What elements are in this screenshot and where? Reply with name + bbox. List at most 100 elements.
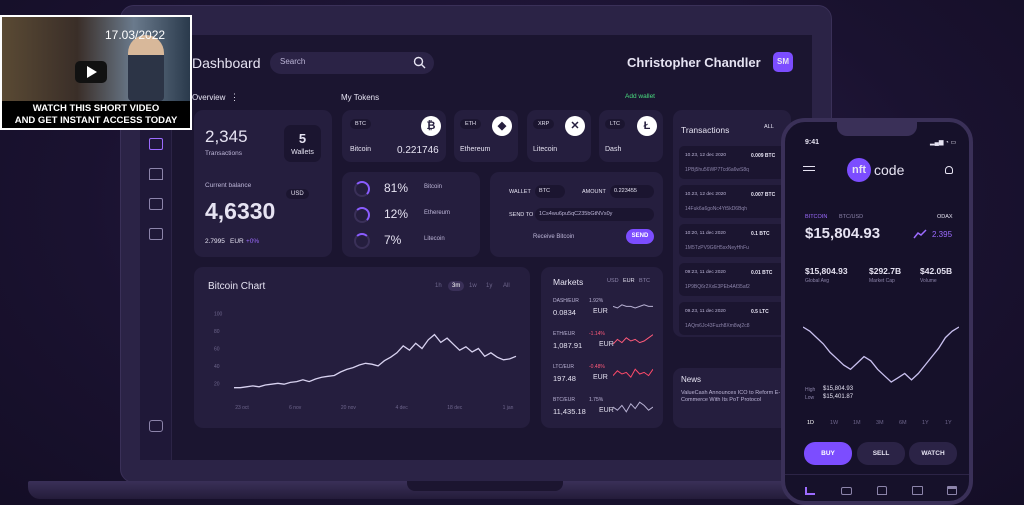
token-card-xrp[interactable]: XRP ✕ Litecoin	[527, 110, 591, 162]
transaction-amount: 0.009 BTC	[751, 153, 776, 159]
status-icons: ▂▄▆ ◔ ▭	[930, 140, 957, 146]
market-pair: LTC/EUR	[553, 364, 575, 370]
token-card-eth[interactable]: ETH ◆ Ethereum	[454, 110, 518, 162]
transaction-hash: 1M5TzPV9G6H5sxNeyHhFu	[685, 245, 749, 251]
high-value: $15,804.93	[823, 386, 854, 392]
card-tab-icon[interactable]	[912, 486, 923, 495]
wallet-tab-icon[interactable]	[841, 487, 852, 495]
market-value: 1,087.91	[553, 341, 583, 350]
transaction-row[interactable]: 10.23, 12 dec 2020 0.007 BTC 14Fuk6a6goNc4…	[679, 185, 785, 218]
market-sparkline-line	[613, 401, 653, 413]
chat-icon[interactable]	[149, 420, 163, 432]
calendar-tab-icon[interactable]	[947, 486, 957, 495]
wallet-select[interactable]: BTC	[535, 185, 565, 198]
news-text[interactable]: ValueCash Announces ICO to Reform E-Comm…	[681, 390, 781, 403]
transaction-hash: 1PBj5hu56WP7Tcd6a6wS8q	[685, 167, 749, 173]
high-label: High	[805, 387, 816, 393]
user-name: Christopher Chandler	[627, 55, 761, 70]
wallet-value: BTC	[539, 188, 550, 194]
phone-range-tab[interactable]: 1M	[853, 420, 861, 426]
chart-tab-icon[interactable]	[805, 487, 815, 495]
send-button[interactable]: SEND	[626, 229, 654, 244]
phone-range-tab[interactable]: 3M	[876, 420, 884, 426]
phone-range-tab[interactable]: 1Y	[945, 420, 952, 426]
markets-tab-btc[interactable]: BTC	[639, 278, 650, 284]
market-change: -0.48%	[589, 364, 605, 370]
dashboard-screen: Dashboard Search Christopher Chandler SM…	[140, 35, 812, 460]
menu-icon[interactable]	[803, 166, 815, 171]
overview-menu-icon[interactable]: ⋮	[230, 92, 239, 102]
token-code: BTC	[350, 119, 371, 129]
token-card-ltc[interactable]: LTC Ł Dash	[599, 110, 663, 162]
wallets-count: 5	[298, 131, 307, 146]
phone-range-tab[interactable]: 1W	[830, 420, 839, 426]
sendto-input[interactable]: 1Cs4wu6pu5qC235bGtNVs0y	[535, 208, 654, 221]
x-tick-label: 18 dec	[447, 405, 463, 411]
buy-button[interactable]: BUY	[804, 442, 852, 465]
home-tab-icon[interactable]	[877, 486, 887, 495]
phone-pair: BITCOIN	[805, 214, 828, 220]
transaction-row[interactable]: 10.23, 12 dec 2020 0.009 BTC 1PBj5hu56WP7T…	[679, 146, 785, 179]
transaction-row[interactable]: 10:20, 11 dec 2020 0.1 BTC 1M5TzPV9G6H5sxN…	[679, 224, 785, 257]
chart-range-tab[interactable]: 1y	[486, 283, 493, 289]
tokens-label: My Tokens	[341, 93, 380, 102]
x-tick-label: 20 nov	[341, 405, 357, 411]
card-icon[interactable]	[149, 198, 163, 210]
sub-change: +0%	[246, 238, 260, 245]
video-caption-line1: WATCH THIS SHORT VIDEO	[32, 103, 160, 114]
market-currency: EUR	[593, 308, 608, 315]
currency-badge[interactable]: USD	[286, 189, 309, 199]
chart-range-tab[interactable]: All	[503, 283, 510, 289]
stat-value: $15,804.93	[805, 266, 848, 276]
phone-mockup: 9:41 ▂▄▆ ◔ ▭ nft code BITCOIN BTC/USD OD…	[781, 118, 973, 505]
watch-button[interactable]: WATCH	[909, 442, 957, 465]
transaction-row[interactable]: 09.23, 11 dec 2020 0.5 LTC 1AQm6Jc43Fuzh8X…	[679, 302, 785, 335]
sell-button[interactable]: SELL	[857, 442, 905, 465]
video-thumbnail[interactable]: 17.03/2022 WATCH THIS SHORT VIDEO AND GE…	[0, 15, 192, 130]
transactions-all-link[interactable]: ALL	[764, 124, 774, 130]
transaction-hash: 1AQm6Jc43Fuzh8Xm8wj2c8	[685, 323, 750, 329]
ethereum-icon: ◆	[492, 116, 512, 136]
page-title: Dashboard	[192, 55, 261, 71]
chart-range-tab[interactable]: 1w	[469, 283, 477, 289]
token-code: ETH	[460, 119, 481, 129]
play-icon[interactable]	[75, 61, 107, 83]
transactions-count: 2,345	[205, 127, 248, 146]
search-icon[interactable]	[413, 56, 426, 69]
receive-link[interactable]: Receive Bitcoin	[533, 234, 575, 240]
allocation-ring	[354, 207, 370, 223]
transaction-date: 10.23, 12 dec 2020	[685, 192, 727, 197]
wallet-icon[interactable]	[149, 138, 163, 150]
video-date: 17.03/2022	[105, 28, 166, 42]
home-icon[interactable]	[149, 168, 163, 180]
bitcoin-icon: ₿	[421, 116, 441, 136]
add-wallet-link[interactable]: Add wallet	[625, 93, 655, 100]
stat-value: $292.7B	[869, 266, 902, 276]
user-icon[interactable]	[945, 166, 953, 174]
logo-code: code	[874, 162, 905, 178]
phone-range-tab[interactable]: 1D	[807, 420, 815, 426]
search-input[interactable]: Search	[270, 52, 434, 74]
phone-time: 9:41	[805, 139, 820, 146]
overview-label: Overview	[192, 93, 226, 102]
transaction-hash: 1P9BQ6r2XxE3PEb4Af35af2	[685, 284, 750, 290]
stat-value: $42.05B	[920, 266, 953, 276]
xrp-icon: ✕	[565, 116, 585, 136]
wallet-label: WALLET	[509, 189, 531, 195]
phone-range-tab[interactable]: 1Y	[922, 420, 929, 426]
transaction-row[interactable]: 09:23, 11 dec 2020 0.01 BTC 1P9BQ6r2XxE3PE…	[679, 263, 785, 296]
chart-range-tab[interactable]: 3m	[448, 281, 465, 291]
token-card-btc[interactable]: BTC ₿ Bitcoin 0.221746	[342, 110, 446, 162]
amount-input[interactable]: 0.223455	[610, 185, 654, 198]
chart-range-tab[interactable]: 1h	[435, 283, 442, 289]
token-name: Ethereum	[460, 146, 491, 153]
markets-tab-usd[interactable]: USD	[607, 278, 619, 284]
phone-price-line	[803, 326, 959, 383]
avatar[interactable]: SM	[773, 52, 793, 72]
phone-range-tab[interactable]: 6M	[899, 420, 907, 426]
transactions-label: Transactions	[205, 150, 242, 157]
amount-value: 0.223455	[614, 188, 637, 194]
calendar-icon[interactable]	[149, 228, 163, 240]
markets-tab-eur[interactable]: EUR	[623, 278, 635, 284]
market-pair: ETH/EUR	[553, 331, 575, 337]
